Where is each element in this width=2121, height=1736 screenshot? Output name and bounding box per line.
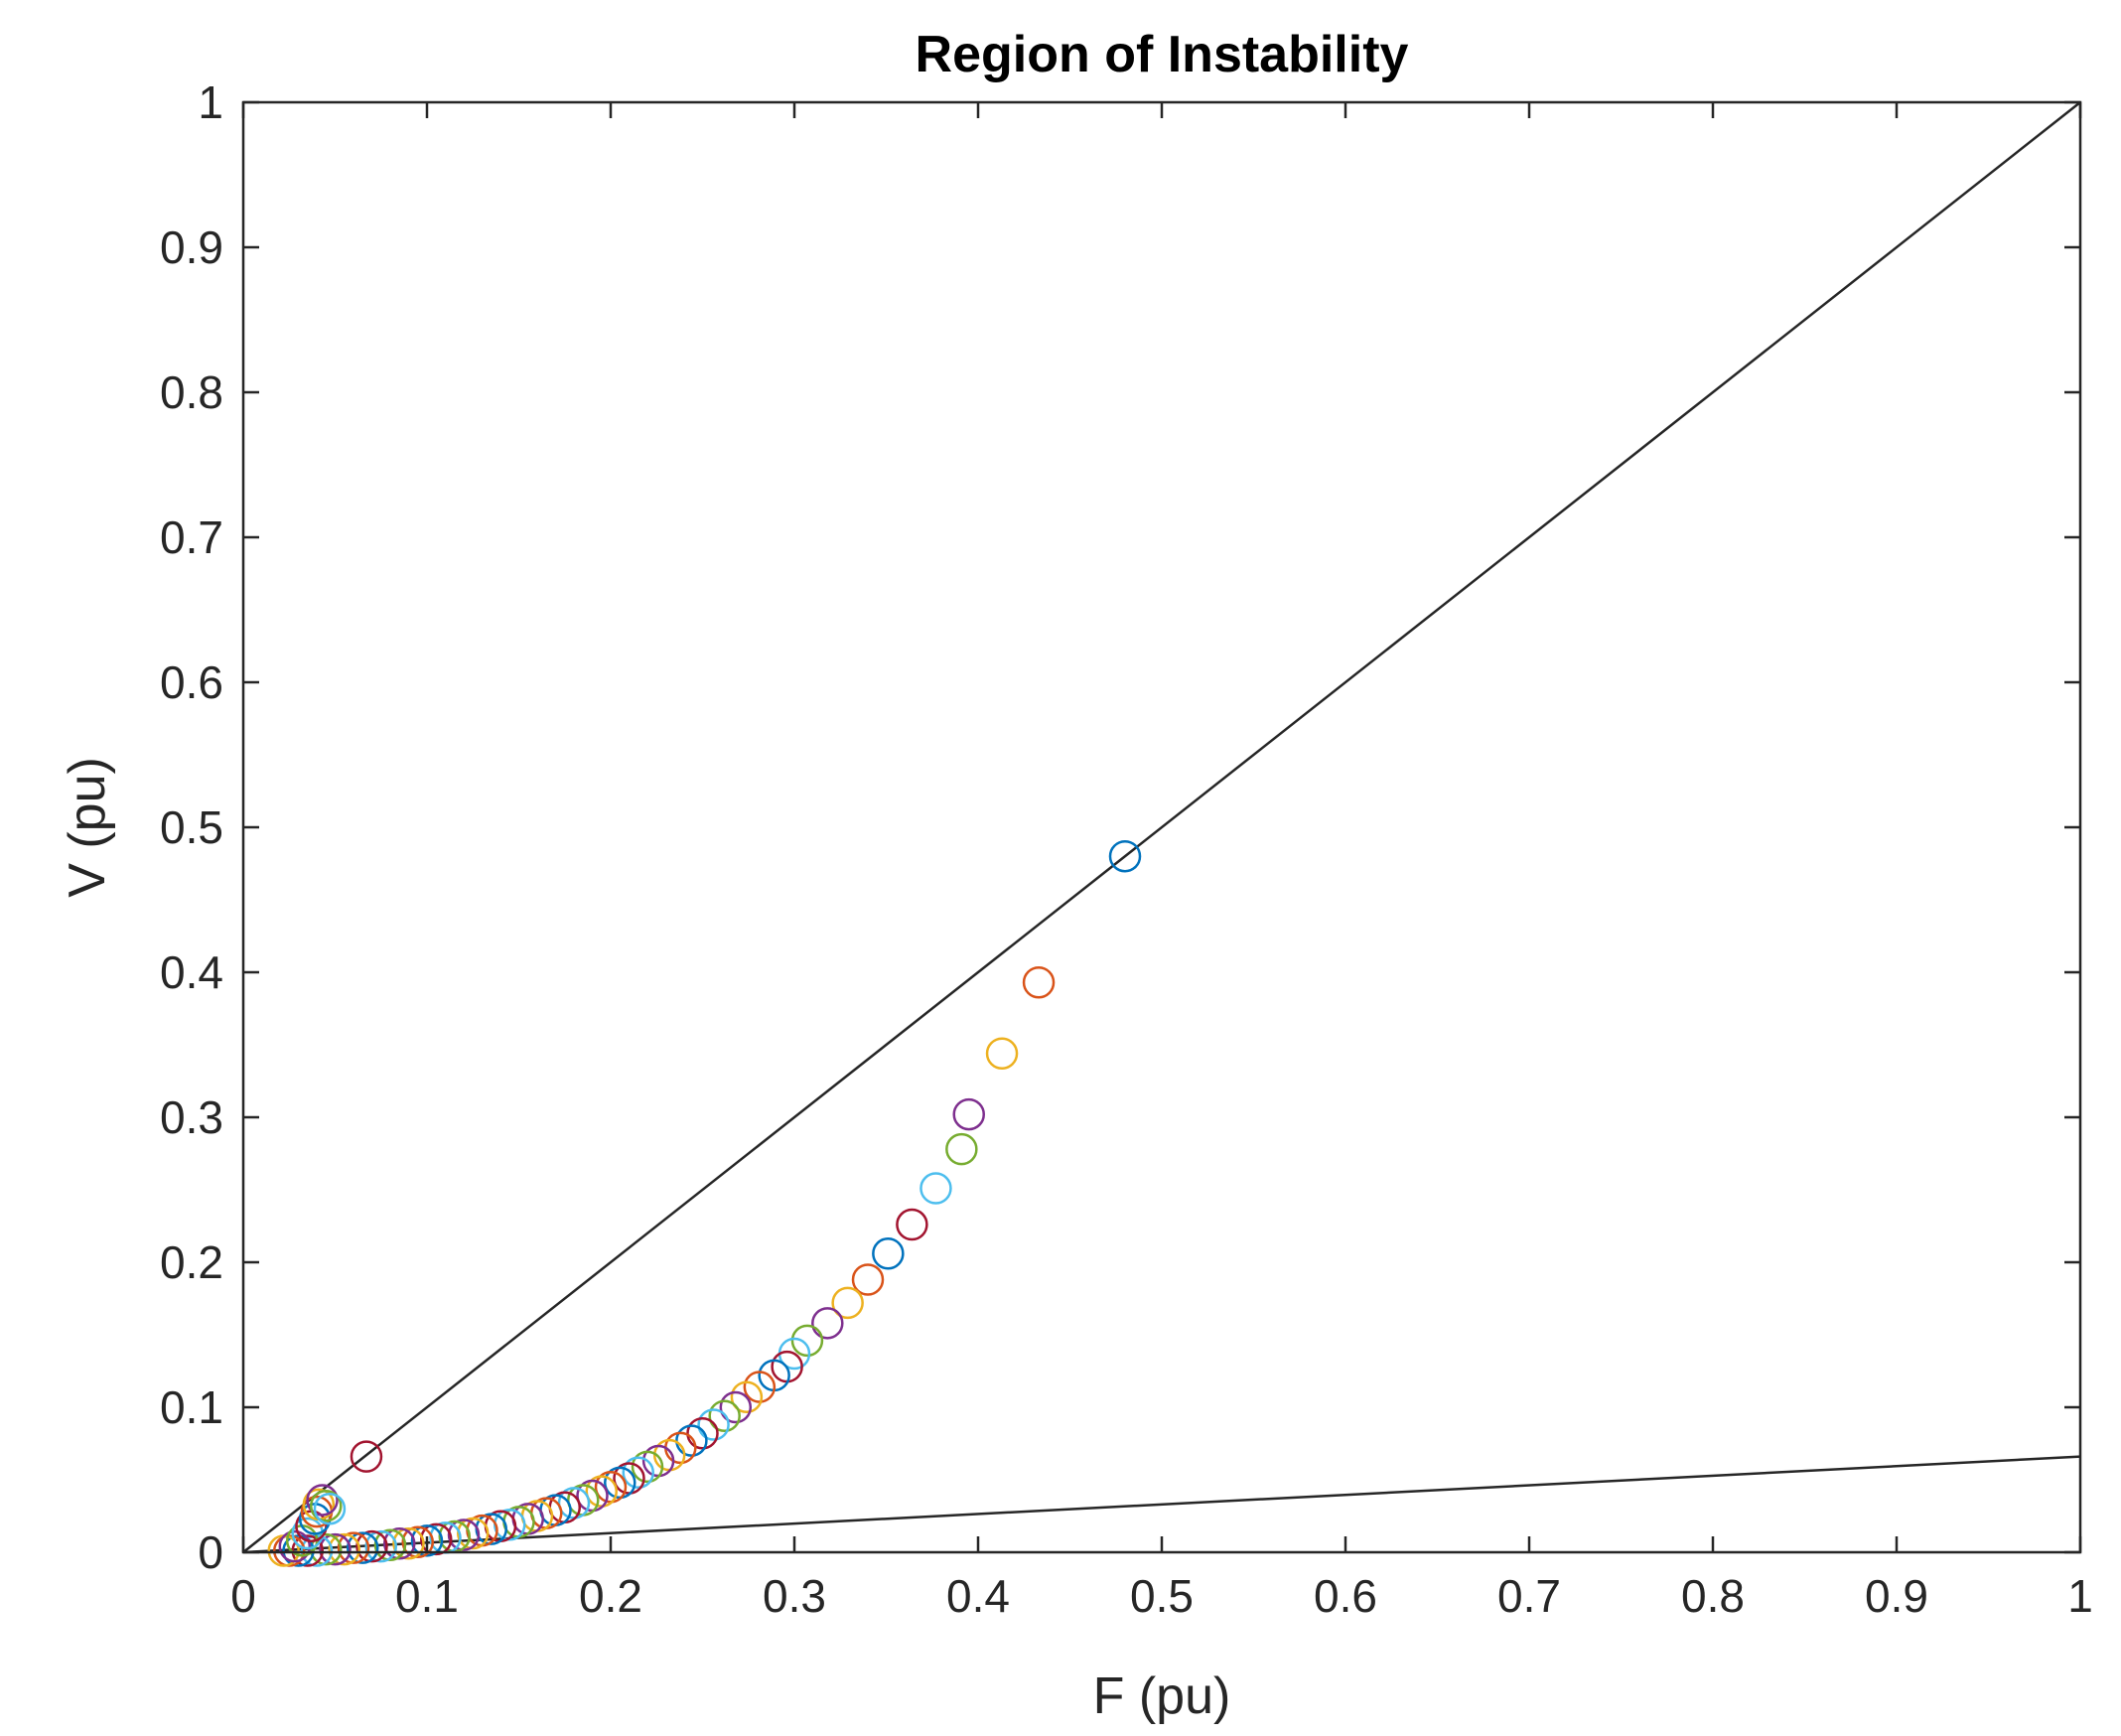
- data-point: [945, 1132, 978, 1166]
- data-point: [447, 1519, 481, 1551]
- data-point: [420, 1522, 453, 1556]
- axes-frame: [241, 100, 2082, 1554]
- reference-line-0: [242, 101, 2081, 1553]
- x-tick-label: 0.2: [579, 1570, 642, 1622]
- x-tick-label: 0.8: [1681, 1570, 1745, 1622]
- data-point: [457, 1517, 490, 1550]
- data-point: [355, 1529, 388, 1563]
- x-tick-label: 0.5: [1130, 1570, 1194, 1622]
- data-point: [708, 1399, 741, 1433]
- data-point: [313, 1492, 347, 1525]
- data-point: [851, 1263, 885, 1296]
- y-tick-label: 0.5: [160, 801, 223, 853]
- data-point: [278, 1529, 312, 1563]
- data-point: [410, 1524, 444, 1557]
- data-point: [373, 1528, 407, 1561]
- y-tick-label: 0.2: [160, 1236, 223, 1288]
- data-point: [811, 1307, 844, 1340]
- data-point: [831, 1286, 864, 1320]
- data-point: [675, 1424, 708, 1457]
- x-tick-label: 0.3: [763, 1570, 826, 1622]
- data-point: [1108, 839, 1142, 873]
- data-point: [919, 1172, 952, 1205]
- x-tick-label: 0: [230, 1570, 256, 1622]
- data-point: [364, 1529, 397, 1563]
- y-tick-label: 1: [198, 76, 223, 128]
- data-point: [790, 1324, 824, 1358]
- y-tick-label: 0.8: [160, 366, 223, 418]
- data-point: [347, 1531, 379, 1564]
- data-point: [319, 1532, 352, 1566]
- y-tick-label: 0: [198, 1526, 223, 1578]
- y-axis-label: V (pu): [59, 757, 116, 898]
- data-point: [719, 1390, 753, 1424]
- data-point: [350, 1440, 383, 1473]
- data-point: [896, 1208, 928, 1241]
- plot-area: [242, 101, 2081, 1567]
- x-tick-label: 0.6: [1314, 1570, 1377, 1622]
- data-point: [952, 1097, 985, 1131]
- data-point: [310, 1490, 343, 1522]
- data-point: [985, 1037, 1019, 1071]
- y-tick-label: 0.1: [160, 1381, 223, 1433]
- data-point: [401, 1525, 434, 1559]
- data-point: [686, 1417, 719, 1450]
- y-tick-label: 0.7: [160, 511, 223, 563]
- x-tick-label: 0.1: [395, 1570, 459, 1622]
- data-point: [328, 1532, 360, 1566]
- x-tick-label: 1: [2067, 1570, 2093, 1622]
- y-tick-label: 0.3: [160, 1091, 223, 1143]
- data-point: [697, 1408, 730, 1441]
- data-point: [392, 1526, 425, 1560]
- x-tick-label: 0.4: [946, 1570, 1010, 1622]
- x-tick-label: 0.9: [1865, 1570, 1928, 1622]
- data-point: [730, 1380, 764, 1414]
- data-point: [291, 1517, 324, 1550]
- data-point: [622, 1456, 654, 1489]
- y-tick-label: 0.9: [160, 221, 223, 273]
- data-point: [306, 1484, 339, 1517]
- chart-title: Region of Instability: [916, 26, 1409, 83]
- data-point: [872, 1236, 905, 1270]
- axes-ticks: 0 0.1 0.2 0.3 0.4 0.5 0.6 0.7 0.8 0.9 1 0 0.1 0.2 0.3 0…: [160, 76, 2093, 1622]
- data-point: [337, 1531, 370, 1564]
- data-point: [1022, 965, 1056, 999]
- data-point: [631, 1450, 664, 1484]
- x-axis-label: F (pu): [1093, 1667, 1231, 1725]
- y-tick-label: 0.4: [160, 946, 223, 998]
- y-tick-label: 0.6: [160, 656, 223, 708]
- reference-line-1: [242, 1455, 2081, 1554]
- data-point: [383, 1526, 416, 1560]
- data-point: [310, 1532, 343, 1566]
- x-tick-label: 0.7: [1497, 1570, 1561, 1622]
